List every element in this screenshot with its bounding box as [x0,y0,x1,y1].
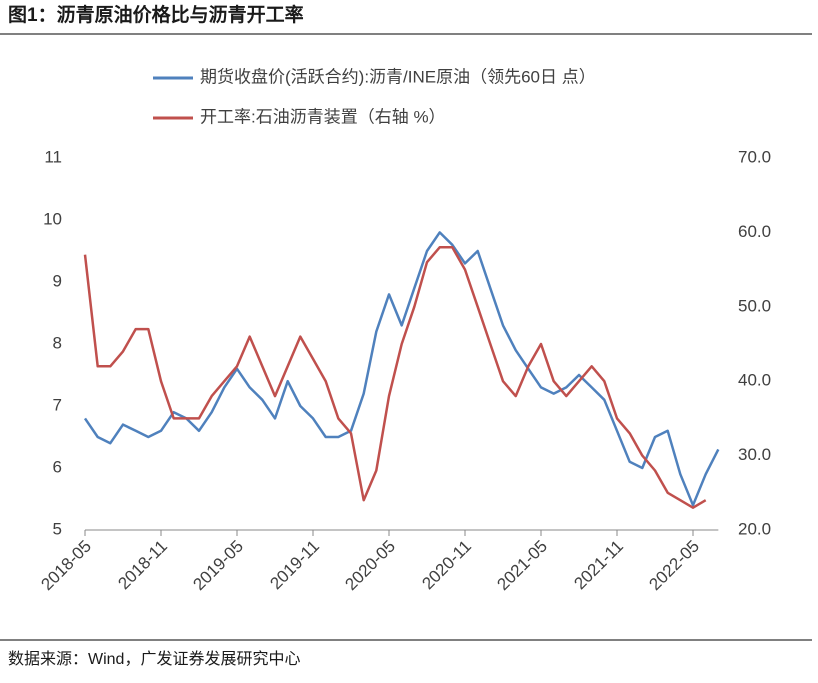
series-line [83,231,720,507]
y2-tick-label: 40.0 [738,371,771,390]
y-tick-label: 9 [53,271,62,290]
y-tick-label: 7 [53,395,62,414]
chart-title: 图1：沥青原油价格比与沥青开工率 [8,3,304,26]
source: 数据来源：Wind，广发证券发展研究中心 [8,650,300,668]
legend-label: 开工率:石油沥青装置（右轴 %） [200,107,446,126]
series-line [83,246,707,509]
y2-tick-label: 50.0 [738,296,771,315]
y-tick-label: 10 [43,209,62,228]
y-tick-label: 5 [53,519,62,538]
x-tick-label: 2021-05 [493,537,551,595]
y2-tick-label: 60.0 [738,222,771,241]
x-tick-label: 2020-11 [418,537,475,594]
y2-tick-label: 20.0 [738,519,771,538]
x-tick-label: 2020-05 [341,537,399,595]
x-tick-label: 2018-11 [114,537,171,594]
x-tick-label: 2022-05 [645,537,703,595]
y-tick-label: 8 [53,333,62,352]
x-tick-label: 2021-11 [570,537,627,594]
y-tick-label: 6 [53,457,62,476]
legend-label: 期货收盘价(活跃合约):沥青/INE原油（领先60日 点） [200,67,596,86]
x-tick-label: 2019-05 [189,537,247,595]
x-tick-label: 2019-11 [266,537,323,594]
y-tick-label: 11 [44,147,62,166]
y2-tick-label: 70.0 [738,147,771,166]
x-tick-label: 2018-05 [37,537,95,595]
y2-tick-label: 30.0 [738,445,771,464]
